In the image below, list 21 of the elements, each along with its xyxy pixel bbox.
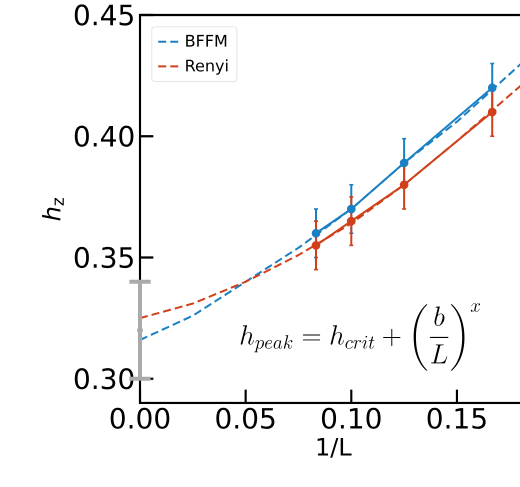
point [312, 241, 320, 250]
y-axis-title: h$_{z}$ [42, 198, 64, 221]
x-tick-label: 0.10 [322, 408, 381, 429]
x-tick-label: 0.15 [428, 408, 486, 429]
annotation: $h_{peak} = h_{crit} + \left(\frac{b}{L}\right)^x$ [240, 303, 480, 371]
point [346, 216, 356, 226]
legend-label: BFFM [186, 34, 226, 47]
x-axis-title: 1/L [318, 438, 352, 458]
point [400, 158, 408, 168]
point [346, 204, 356, 214]
x-tick-label: 0.00 [110, 408, 170, 429]
legend-label: Renyi [186, 59, 228, 75]
x-tick-label: 0.05 [216, 408, 274, 429]
point [400, 180, 408, 190]
y-tick-label: 0.30 [74, 368, 134, 390]
y-tick-label: 0.35 [74, 246, 133, 268]
y-tick-label: 0.40 [74, 126, 134, 147]
y-tick-label: 0.45 [74, 4, 133, 26]
point [488, 108, 497, 116]
point [488, 83, 497, 92]
point [312, 228, 320, 238]
